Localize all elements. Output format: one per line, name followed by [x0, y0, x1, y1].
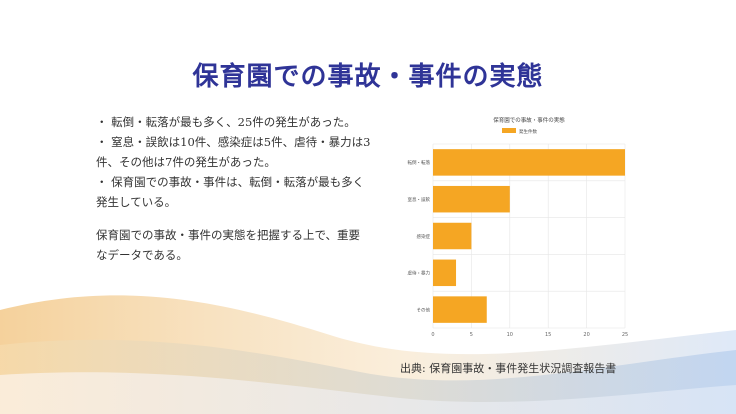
- bar: [433, 149, 625, 176]
- source-citation: 出典: 保育園事故・事件発生状況調査報告書: [400, 362, 617, 375]
- x-tick-label: 20: [583, 332, 589, 338]
- category-label: 窒息・誤飲: [408, 196, 431, 203]
- bullet-item: ・ 窒息・誤飲は10件、感染症は5件、虐待・暴力は3件、その他は7件の発生があっ…: [96, 135, 371, 169]
- legend-swatch: [502, 128, 516, 133]
- legend-label: 発生件数: [519, 128, 537, 135]
- x-tick-label: 5: [470, 332, 473, 338]
- x-tick-label: 0: [431, 332, 434, 338]
- category-label: 転倒・転落: [408, 159, 431, 166]
- category-label: 虐待・暴力: [408, 270, 431, 277]
- slide-title: 保育園での事故・事件の実態: [192, 62, 544, 92]
- x-tick-label: 25: [622, 332, 628, 338]
- wave-shape: [0, 372, 736, 414]
- bar: [433, 296, 487, 323]
- x-tick-label: 10: [507, 332, 513, 338]
- category-label: その他: [417, 306, 431, 313]
- bar: [433, 185, 510, 213]
- bar: [433, 222, 472, 250]
- bar: [433, 259, 457, 287]
- summary-text: 保育園での事故・事件の実態を把握する上で、重要なデータである。: [96, 228, 361, 262]
- x-tick-label: 15: [545, 332, 551, 338]
- chart-title: 保育園での事故・事件の実態: [493, 116, 565, 124]
- bullet-item: ・ 保育園での事故・事件は、転倒・転落が最も多く発生している。: [96, 175, 365, 209]
- category-label: 感染症: [417, 233, 431, 240]
- bullet-list: ・ 転倒・転落が最も多く、25件の発生があった。 ・ 窒息・誤飲は10件、感染症…: [96, 112, 371, 212]
- bullet-item: ・ 転倒・転落が最も多く、25件の発生があった。: [96, 115, 356, 129]
